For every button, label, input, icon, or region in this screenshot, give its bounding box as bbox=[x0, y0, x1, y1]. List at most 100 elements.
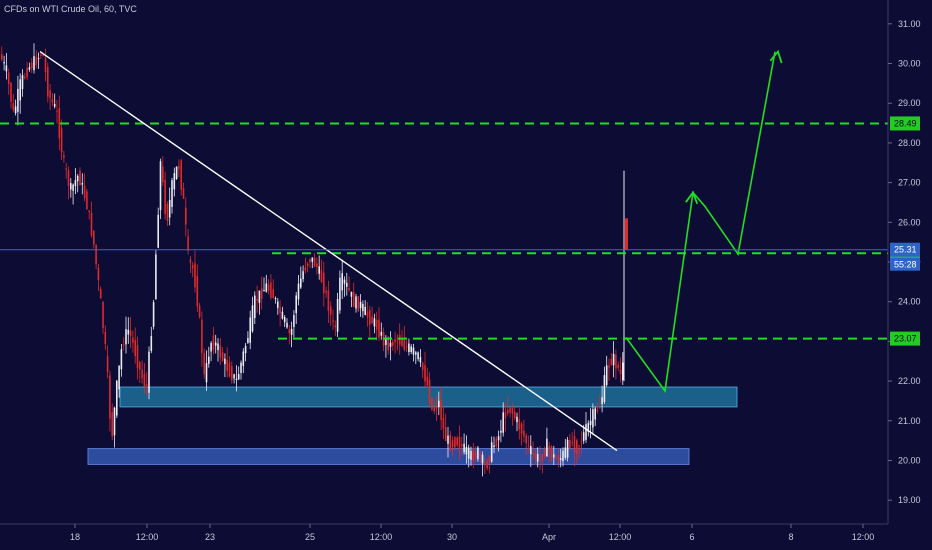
support-zones bbox=[87, 386, 738, 465]
candle-body bbox=[37, 58, 40, 60]
candle-body bbox=[274, 298, 277, 300]
candle-body bbox=[201, 319, 203, 354]
candle-body bbox=[610, 358, 613, 365]
candle-body bbox=[90, 213, 93, 236]
last-price-label: 25.31 bbox=[894, 245, 917, 255]
candle-body bbox=[463, 443, 465, 453]
candle-body bbox=[465, 446, 468, 455]
candle-body bbox=[286, 322, 288, 328]
candle-body bbox=[157, 214, 159, 248]
candle-body bbox=[546, 438, 548, 457]
candle-body bbox=[490, 442, 493, 462]
candle-body bbox=[355, 296, 357, 309]
time-axis[interactable]: 18 12:00 23 25 12:00 30 Apr 12:00 6 8 12:00 bbox=[0, 523, 888, 542]
candle-body bbox=[210, 342, 212, 352]
candle-body bbox=[398, 334, 401, 345]
candle-body bbox=[389, 342, 392, 347]
candle-body bbox=[470, 450, 472, 460]
candle-body bbox=[42, 54, 44, 57]
candle-body bbox=[83, 185, 86, 199]
candle-body bbox=[40, 54, 42, 56]
candle-body bbox=[366, 311, 369, 317]
candle-body bbox=[60, 128, 63, 153]
candle-body bbox=[214, 342, 217, 346]
candle-body bbox=[162, 166, 164, 182]
candle-body bbox=[240, 362, 242, 373]
candle-body bbox=[304, 267, 307, 271]
x-tick-label: Apr bbox=[542, 532, 556, 542]
candle-body bbox=[557, 455, 560, 465]
candle-body bbox=[431, 397, 433, 410]
candle-body bbox=[622, 362, 624, 381]
candle-body bbox=[279, 307, 281, 314]
candle-body bbox=[592, 409, 594, 428]
candle-body bbox=[352, 291, 355, 307]
candle-body bbox=[237, 373, 240, 380]
price-axis[interactable]: 19.0020.0021.0022.0023.0024.0025.0026.00… bbox=[887, 0, 921, 524]
candle-body bbox=[272, 289, 274, 299]
candle-body bbox=[56, 110, 58, 112]
projection-path[interactable] bbox=[625, 51, 776, 394]
candle-body bbox=[380, 331, 383, 336]
candle-body bbox=[293, 315, 295, 328]
arrow-head bbox=[769, 49, 783, 64]
x-tick-label: 12:00 bbox=[852, 532, 875, 542]
candle-body bbox=[566, 439, 569, 458]
y-tick-label: 28.00 bbox=[898, 138, 921, 148]
x-tick-label: 30 bbox=[447, 532, 457, 542]
y-tick-label: 27.00 bbox=[898, 178, 921, 188]
candle-body bbox=[260, 288, 263, 300]
candle-body bbox=[231, 366, 233, 381]
candle-body bbox=[247, 338, 249, 343]
support-zone bbox=[119, 386, 738, 408]
candle-body bbox=[329, 306, 332, 315]
candle-body bbox=[362, 303, 364, 312]
y-tick-label: 26.00 bbox=[898, 217, 921, 227]
candle-body bbox=[428, 379, 431, 404]
candle-body bbox=[371, 316, 373, 324]
candle-body bbox=[346, 282, 348, 287]
candle-body bbox=[559, 458, 562, 460]
candle-body bbox=[116, 380, 118, 416]
candle-body bbox=[122, 344, 125, 346]
candle-body bbox=[536, 454, 539, 462]
candle-body bbox=[143, 373, 146, 387]
candle-body bbox=[256, 298, 258, 301]
candle-body bbox=[619, 369, 622, 375]
candle-body bbox=[403, 339, 406, 350]
candle-body bbox=[166, 203, 169, 221]
candle-body bbox=[615, 354, 617, 369]
candle-body bbox=[205, 363, 208, 383]
candle-body bbox=[187, 236, 189, 251]
candle-body bbox=[145, 384, 148, 386]
x-tick-label: 12:00 bbox=[609, 532, 632, 542]
trend-line[interactable] bbox=[39, 51, 618, 452]
candle-body bbox=[605, 365, 608, 386]
candle-body bbox=[339, 277, 341, 311]
candle-body bbox=[221, 352, 224, 361]
candle-body bbox=[511, 408, 514, 414]
arrow-head bbox=[685, 190, 699, 205]
candle-body bbox=[313, 257, 316, 267]
candle-body bbox=[493, 445, 495, 448]
candle-body bbox=[447, 435, 449, 444]
candle-body bbox=[219, 345, 222, 358]
candle-body bbox=[444, 427, 447, 442]
candle-body bbox=[327, 290, 330, 311]
candle-body bbox=[316, 263, 318, 267]
candle-body bbox=[534, 452, 537, 459]
candle-body bbox=[426, 376, 429, 386]
candle-body bbox=[385, 339, 387, 345]
candle-body bbox=[178, 165, 180, 170]
candle-body bbox=[196, 275, 199, 307]
candle-body bbox=[300, 278, 302, 288]
candle-body bbox=[530, 446, 532, 455]
candle-body bbox=[405, 346, 408, 348]
candle-body bbox=[348, 287, 350, 291]
candle-body bbox=[65, 168, 67, 170]
candle-body bbox=[288, 329, 291, 334]
x-tick-label: 18 bbox=[70, 532, 80, 542]
y-tick-label: 19.00 bbox=[898, 495, 921, 505]
chart-title: CFDs on WTI Crude Oil, 60, TVC bbox=[4, 4, 137, 14]
